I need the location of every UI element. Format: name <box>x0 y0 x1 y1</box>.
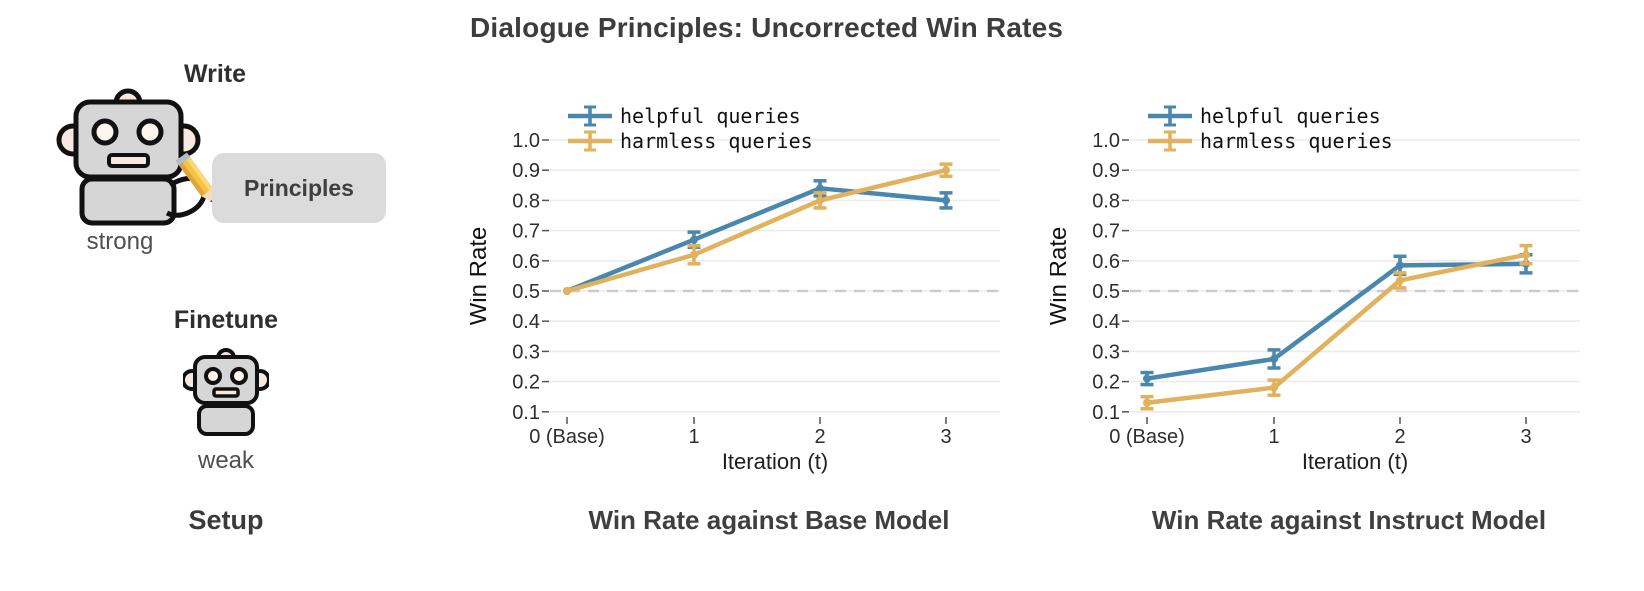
robot-arm <box>165 175 208 218</box>
x-tick-label: 3 <box>940 426 951 448</box>
y-tick-label: 0.8 <box>512 190 540 212</box>
finetune-label: Finetune <box>173 306 279 334</box>
weak-robot-icon <box>183 348 269 436</box>
data-point <box>690 235 698 244</box>
series-line <box>1144 261 1529 381</box>
y-tick-label: 0.4 <box>1092 311 1120 333</box>
instruct-model-chart-caption: Win Rate against Instruct Model <box>1151 505 1547 535</box>
series-line <box>564 186 949 294</box>
y-tick-label: 0.7 <box>512 221 540 243</box>
data-point <box>563 287 571 295</box>
data-point <box>816 184 824 193</box>
x-tick-label: 2 <box>1394 426 1405 448</box>
x-tick-label: 1 <box>688 426 699 448</box>
strong-label: strong <box>86 228 154 255</box>
strong-robot-icon <box>56 88 216 226</box>
y-tick-label: 0.9 <box>512 160 540 182</box>
principles-box: Principles <box>212 153 386 223</box>
weak-label: weak <box>197 447 255 474</box>
data-point <box>1143 374 1151 383</box>
base-model-chart-caption: Win Rate against Base Model <box>588 505 950 535</box>
series-line <box>1144 252 1529 405</box>
write-label: Write <box>183 60 247 88</box>
data-point <box>942 196 950 205</box>
x-axis-label: Iteration (t) <box>1302 449 1408 474</box>
y-tick-label: 0.7 <box>1092 221 1120 243</box>
y-tick-label: 0.6 <box>1092 251 1120 273</box>
y-tick-label: 0.9 <box>1092 160 1120 182</box>
x-tick-label: 0 (Base) <box>529 426 605 448</box>
series-line <box>564 167 949 294</box>
data-point <box>1396 261 1404 270</box>
data-point <box>690 250 698 259</box>
figure-title: Dialogue Principles: Uncorrected Win Rat… <box>470 12 1064 43</box>
y-tick-label: 0.3 <box>512 341 540 363</box>
y-tick-label: 0.1 <box>1092 402 1120 424</box>
data-point <box>1143 398 1151 407</box>
x-tick-label: 0 (Base) <box>1109 426 1185 448</box>
legend-label: helpful queries <box>620 104 801 128</box>
data-point <box>942 166 950 175</box>
legend-label: harmless queries <box>620 129 813 153</box>
data-point <box>816 196 824 205</box>
y-axis-label: Win Rate <box>470 227 492 326</box>
x-axis-label: Iteration (t) <box>722 449 828 474</box>
data-point <box>1270 354 1278 363</box>
base-model-chart: 1.0 0.9 0.8 0.7 0.6 0.5 0.4 0.3 0.2 0.10 (Base) 1 2… <box>470 104 1000 474</box>
x-tick-label: 2 <box>814 426 825 448</box>
y-tick-label: 0.4 <box>512 311 540 333</box>
setup-caption: Setup <box>188 505 264 535</box>
principles-label: Principles <box>244 174 354 201</box>
y-tick-label: 1.0 <box>1092 130 1120 152</box>
y-tick-label: 0.8 <box>1092 190 1120 212</box>
instruct-model-chart: 1.0 0.9 0.8 0.7 0.6 0.5 0.4 0.3 0.2 0.10 (Base) 1 2… <box>1050 104 1580 474</box>
y-axis-label: Win Rate <box>1050 227 1072 326</box>
data-point <box>1522 250 1530 259</box>
y-tick-label: 0.2 <box>512 372 540 394</box>
data-point <box>1396 276 1404 285</box>
x-tick-label: 3 <box>1520 426 1531 448</box>
legend-label: helpful queries <box>1200 104 1381 128</box>
data-point <box>1270 383 1278 392</box>
x-tick-label: 1 <box>1268 426 1279 448</box>
y-tick-label: 0.5 <box>1092 281 1120 303</box>
y-tick-label: 0.5 <box>512 281 540 303</box>
y-tick-label: 1.0 <box>512 130 540 152</box>
y-tick-label: 0.6 <box>512 251 540 273</box>
legend-label: harmless queries <box>1200 129 1393 153</box>
y-tick-label: 0.3 <box>1092 341 1120 363</box>
y-tick-label: 0.2 <box>1092 372 1120 394</box>
y-tick-label: 0.1 <box>512 402 540 424</box>
